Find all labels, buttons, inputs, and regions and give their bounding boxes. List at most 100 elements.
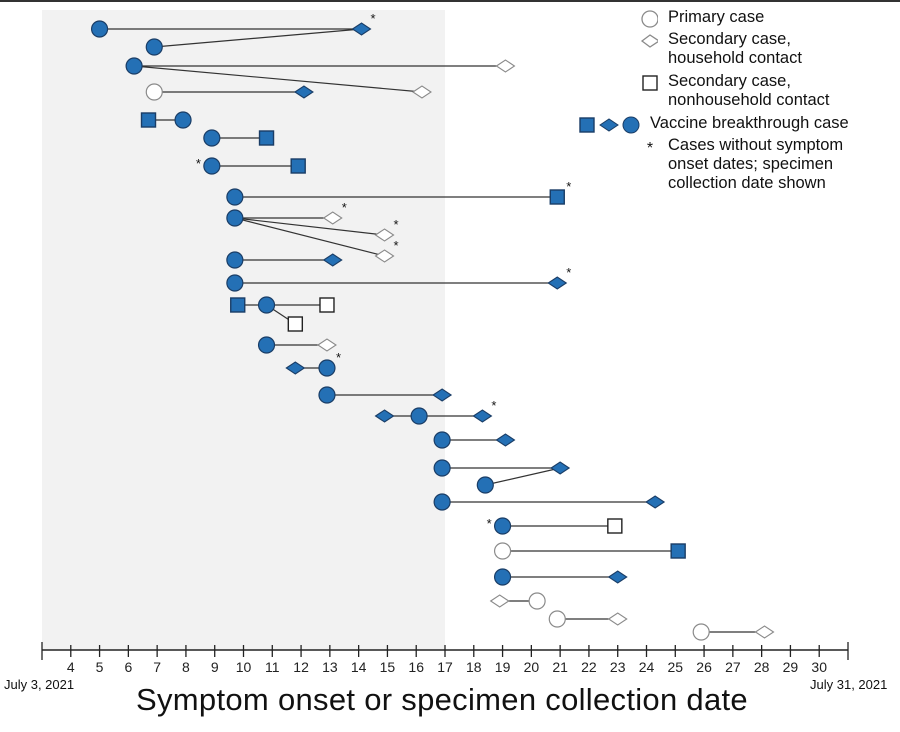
x-tick-label: 8 (182, 659, 190, 675)
breakthrough-square-marker (140, 112, 157, 128)
x-tick-label: 7 (153, 659, 161, 675)
breakthrough-circle-marker (410, 407, 428, 425)
asterisk-marker: * (566, 265, 571, 280)
asterisk-marker: * (566, 179, 571, 194)
nonhousehold-contact-marker (287, 316, 304, 332)
shaded-period (42, 10, 445, 650)
transmission-link (234, 217, 385, 236)
top-border (0, 0, 900, 2)
x-tick-label: 29 (783, 659, 799, 675)
household-contact-marker (489, 594, 510, 608)
transmission-link (154, 28, 362, 48)
x-tick-label: 28 (754, 659, 770, 675)
asterisk-marker: * (487, 516, 492, 531)
x-axis-title: Symptom onset or specimen collection dat… (136, 682, 748, 717)
x-tick-label: 26 (696, 659, 712, 675)
breakthrough-circle-marker (145, 38, 163, 56)
legend-label-asterisk: Cases without symptom onset dates; speci… (668, 136, 844, 192)
transmission-link (485, 467, 561, 486)
breakthrough-circle-marker (203, 157, 221, 175)
household-contact-marker (754, 625, 775, 639)
svg-text:*: * (647, 140, 653, 157)
breakthrough-circle-marker (493, 517, 512, 535)
legend-item-primary: Primary case (598, 8, 898, 28)
household-contact-marker (495, 59, 516, 73)
asterisk-marker: * (394, 238, 399, 253)
x-tick-label: 9 (211, 659, 219, 675)
x-tick-label: 6 (124, 659, 132, 675)
breakthrough-diamond-marker (322, 253, 343, 267)
breakthrough-circle-marker (257, 296, 276, 314)
x-tick-label: 22 (581, 659, 597, 675)
breakthrough-diamond-marker (285, 361, 306, 375)
x-tick-label: 24 (639, 659, 655, 675)
legend-label-breakthrough: Vaccine breakthrough case (650, 114, 849, 132)
breakthrough-circle-marker (433, 459, 451, 477)
x-tick-label: 23 (610, 659, 626, 675)
legend-item-asterisk: * Cases without symptom onset dates; spe… (598, 136, 898, 196)
open-square-icon (598, 72, 658, 94)
x-tick-label: 14 (351, 659, 367, 675)
household-contact-marker (316, 338, 337, 352)
x-tick-label: 4 (67, 659, 75, 675)
legend-item-breakthrough: Vaccine breakthrough case (578, 114, 898, 134)
legend-item-nonhousehold: Secondary case, nonhousehold contact (598, 72, 898, 112)
x-tick-label: 16 (408, 659, 424, 675)
breakthrough-circle-marker (476, 476, 494, 494)
asterisk-marker: * (336, 350, 341, 365)
breakthrough-circle-marker (226, 274, 244, 292)
asterisk-marker: * (394, 217, 399, 232)
breakthrough-square-marker (670, 543, 686, 559)
x-start-label: July 3, 2021 (4, 677, 75, 692)
primary-case-marker (692, 623, 710, 641)
asterisk-marker: * (196, 156, 201, 171)
legend-label-nonhousehold: Secondary case, nonhousehold contact (668, 72, 830, 109)
x-tick-label: 15 (380, 659, 396, 675)
breakthrough-square-marker (230, 297, 246, 313)
primary-case-marker (548, 610, 566, 628)
household-contact-marker (607, 612, 628, 626)
breakthrough-circle-marker (433, 431, 451, 449)
breakthrough-diamond-marker (293, 85, 314, 99)
household-contact-marker (322, 211, 343, 225)
breakthrough-diamond-marker (472, 409, 493, 423)
breakthrough-circle-marker (318, 359, 336, 377)
household-contact-marker (374, 249, 395, 263)
breakthrough-circle-marker (174, 111, 192, 129)
breakthrough-diamond-marker (547, 276, 568, 290)
x-tick-label: 18 (466, 659, 482, 675)
nonhousehold-contact-marker (319, 297, 335, 313)
breakthrough-circle-marker (226, 209, 244, 227)
household-contact-marker (411, 85, 432, 99)
x-tick-label: 19 (495, 659, 511, 675)
breakthrough-symbols-icon (578, 114, 658, 136)
transmission-link (234, 217, 385, 257)
legend: Primary case Secondary case, household c… (579, 8, 898, 198)
breakthrough-circle-marker (433, 493, 451, 511)
breakthrough-circle-marker (226, 251, 244, 269)
breakthrough-square-marker (549, 189, 565, 205)
legend-item-household: Secondary case, household contact (598, 30, 898, 70)
x-tick-label: 25 (667, 659, 683, 675)
breakthrough-diamond-marker (645, 495, 666, 509)
breakthrough-circle-marker (493, 568, 512, 586)
breakthrough-square-marker (258, 130, 275, 146)
nonhousehold-contact-marker (607, 518, 623, 534)
breakthrough-circle-marker (125, 57, 143, 75)
x-tick-label: 13 (322, 659, 338, 675)
breakthrough-circle-marker (257, 336, 276, 354)
x-end-label: July 31, 2021 (810, 677, 888, 692)
breakthrough-square-marker (290, 158, 306, 174)
breakthrough-circle-marker (226, 188, 244, 206)
x-tick-label: 21 (552, 659, 568, 675)
breakthrough-circle-marker (203, 129, 221, 147)
breakthrough-diamond-marker (607, 570, 628, 584)
open-diamond-icon (598, 30, 658, 52)
primary-case-marker (528, 592, 546, 610)
primary-case-marker (145, 83, 163, 101)
breakthrough-diamond-marker (495, 433, 516, 447)
x-tick-label: 12 (293, 659, 309, 675)
breakthrough-diamond-marker (351, 22, 372, 36)
breakthrough-circle-marker (90, 20, 109, 38)
